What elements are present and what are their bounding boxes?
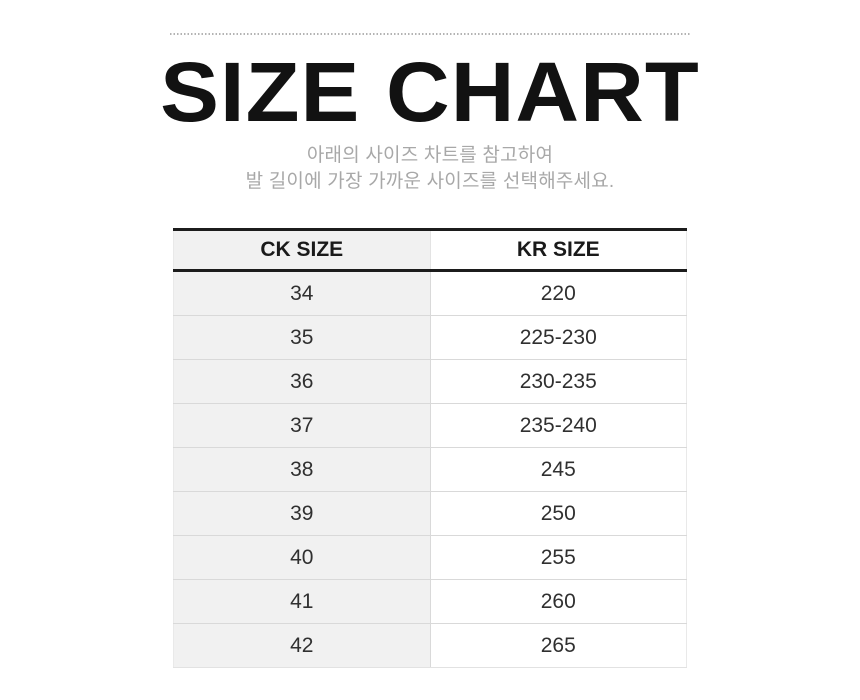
column-header-kr-size: KR SIZE bbox=[429, 229, 687, 272]
cell-kr-size: 265 bbox=[429, 623, 687, 668]
table-row: 41 260 bbox=[173, 579, 687, 624]
table-row: 40 255 bbox=[173, 535, 687, 580]
table-row: 36 230-235 bbox=[173, 359, 687, 404]
cell-kr-size: 250 bbox=[429, 491, 687, 536]
subtitle-line-1: 아래의 사이즈 차트를 참고하여 bbox=[306, 145, 554, 166]
cell-kr-size: 245 bbox=[429, 447, 687, 492]
column-header-ck-size: CK SIZE bbox=[173, 229, 431, 272]
cell-ck-size: 42 bbox=[173, 623, 431, 668]
cell-kr-size: 235-240 bbox=[429, 403, 687, 448]
table-row: 37 235-240 bbox=[173, 403, 687, 448]
cell-kr-size: 255 bbox=[429, 535, 687, 580]
size-chart-table-header: CK SIZE KR SIZE bbox=[173, 229, 687, 272]
table-row: 38 245 bbox=[173, 447, 687, 492]
cell-ck-size: 38 bbox=[173, 447, 431, 492]
subtitle-line-2: 발 길이에 가장 가까운 사이즈를 선택해주세요. bbox=[245, 171, 615, 192]
table-row: 39 250 bbox=[173, 491, 687, 536]
cell-ck-size: 37 bbox=[173, 403, 431, 448]
table-row: 42 265 bbox=[173, 623, 687, 668]
cell-kr-size: 225-230 bbox=[429, 315, 687, 360]
cell-ck-size: 34 bbox=[173, 270, 431, 316]
cell-ck-size: 41 bbox=[173, 579, 431, 624]
cell-kr-size: 260 bbox=[429, 579, 687, 624]
table-row: 34 220 bbox=[173, 270, 687, 316]
cell-ck-size: 40 bbox=[173, 535, 431, 580]
header-row: CK SIZE KR SIZE bbox=[173, 229, 687, 272]
dotted-divider bbox=[170, 33, 690, 35]
subtitle: 아래의 사이즈 차트를 참고하여 발 길이에 가장 가까운 사이즈를 선택해주세… bbox=[0, 143, 860, 195]
cell-ck-size: 36 bbox=[173, 359, 431, 404]
size-chart-table: CK SIZE KR SIZE 34 220 35 225-230 36 230… bbox=[173, 228, 687, 668]
cell-ck-size: 39 bbox=[173, 491, 431, 536]
cell-kr-size: 230-235 bbox=[429, 359, 687, 404]
size-chart-table-body: 34 220 35 225-230 36 230-235 37 235-240 … bbox=[173, 270, 687, 668]
page-title: SIZE CHART bbox=[0, 50, 860, 134]
cell-ck-size: 35 bbox=[173, 315, 431, 360]
table-row: 35 225-230 bbox=[173, 315, 687, 360]
page-title-text: SIZE CHART bbox=[160, 45, 700, 139]
cell-kr-size: 220 bbox=[429, 270, 687, 316]
